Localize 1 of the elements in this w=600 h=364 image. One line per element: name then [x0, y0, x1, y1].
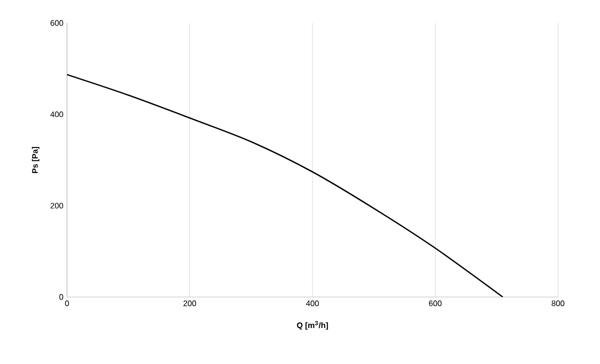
line-series	[67, 74, 504, 297]
